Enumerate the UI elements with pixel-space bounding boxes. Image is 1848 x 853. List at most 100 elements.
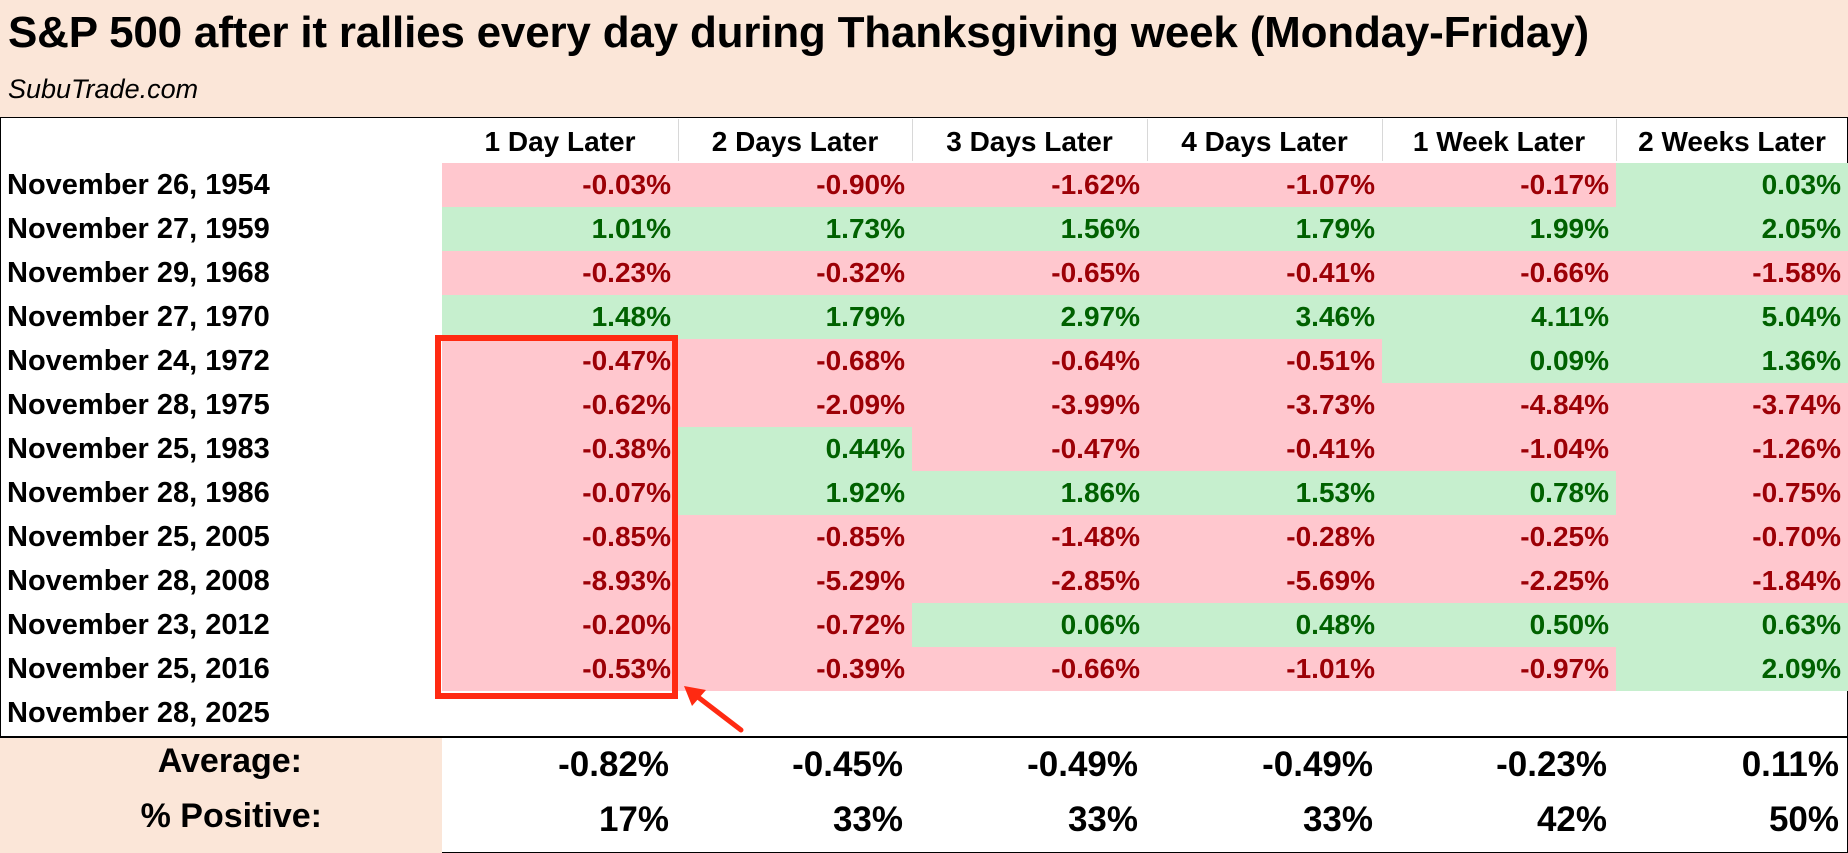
table-cell: -1.04% — [1382, 427, 1616, 471]
table-cell: -0.62% — [442, 383, 678, 427]
summary-value: 33% — [1302, 800, 1373, 839]
row-label: November 28, 1975 — [7, 389, 270, 421]
table-cell: -0.85% — [678, 515, 912, 559]
table-cell: -1.01% — [1147, 647, 1382, 691]
table-cell: -2.09% — [678, 383, 912, 427]
column-header-1-day-later: 1 Day Later — [484, 126, 636, 157]
table-cell: 1.01% — [442, 207, 678, 251]
summary-value: -0.82% — [558, 745, 669, 784]
table-cell: -0.32% — [678, 251, 912, 295]
row-label: November 27, 1959 — [7, 213, 270, 245]
row-label: November 23, 2012 — [7, 609, 270, 641]
table-cell: 2.97% — [912, 295, 1147, 339]
table-cell: 0.63% — [1616, 603, 1848, 647]
summary-value: 42% — [1536, 800, 1607, 839]
table-cell: 0.50% — [1382, 603, 1616, 647]
summary-label-positive: % Positive: — [140, 797, 322, 835]
table-cell: -3.99% — [912, 383, 1147, 427]
table-cell: -0.47% — [912, 427, 1147, 471]
summary-value: -0.45% — [792, 745, 903, 784]
table-cell: -0.75% — [1616, 471, 1848, 515]
row-label: November 25, 1983 — [7, 433, 270, 465]
table-cell: -0.97% — [1382, 647, 1616, 691]
column-separator — [1382, 119, 1383, 161]
summary-divider — [0, 736, 1848, 738]
summary-value: -0.23% — [1496, 745, 1607, 784]
table-cell: 2.09% — [1616, 647, 1848, 691]
summary-value: 0.11% — [1741, 745, 1839, 784]
column-separator — [1616, 119, 1617, 161]
table-cell: -0.20% — [442, 603, 678, 647]
table-cell: -0.03% — [442, 163, 678, 207]
table-cell: 3.46% — [1147, 295, 1382, 339]
highlight-box — [435, 335, 678, 699]
table-cell: 0.06% — [912, 603, 1147, 647]
table-cell: 0.78% — [1382, 471, 1616, 515]
table-cell: 5.04% — [1616, 295, 1848, 339]
table-cell: -1.84% — [1616, 559, 1848, 603]
row-label: November 27, 1970 — [7, 301, 270, 333]
column-header-3-days-later: 3 Days Later — [946, 126, 1113, 157]
column-separator — [678, 119, 679, 161]
column-header-4-days-later: 4 Days Later — [1181, 126, 1348, 157]
row-label: November 28, 2025 — [7, 697, 270, 729]
summary-value: -0.49% — [1027, 745, 1138, 784]
page-title: S&P 500 after it rallies every day durin… — [8, 8, 1589, 57]
column-header-2-weeks-later: 2 Weeks Later — [1638, 126, 1826, 157]
table-cell: -0.90% — [678, 163, 912, 207]
table-cell: -0.41% — [1147, 427, 1382, 471]
column-separator — [1147, 119, 1148, 161]
table-cell: -0.39% — [678, 647, 912, 691]
row-label: November 25, 2016 — [7, 653, 270, 685]
source-credit: SubuTrade.com — [8, 74, 199, 104]
table-cell: -1.48% — [912, 515, 1147, 559]
table-cell: -5.69% — [1147, 559, 1382, 603]
table-cell: -0.66% — [912, 647, 1147, 691]
table-cell: 0.44% — [678, 427, 912, 471]
arrow-icon — [684, 686, 744, 733]
summary-label-average: Average: — [157, 742, 302, 780]
table-cell: -0.23% — [442, 251, 678, 295]
table-cell: -1.58% — [1616, 251, 1848, 295]
row-label: November 24, 1972 — [7, 345, 270, 377]
column-header-2-days-later: 2 Days Later — [711, 126, 879, 157]
row-label: November 25, 2005 — [7, 521, 270, 553]
row-label: November 26, 1954 — [7, 169, 270, 201]
header: S&P 500 after it rallies every day durin… — [0, 0, 1848, 118]
table-cell: -4.84% — [1382, 383, 1616, 427]
summary-value: 50% — [1768, 800, 1839, 839]
table-cell: 1.73% — [678, 207, 912, 251]
table-cell: 1.79% — [678, 295, 912, 339]
table-cell: -2.85% — [912, 559, 1147, 603]
table-cell: -0.38% — [442, 427, 678, 471]
table-cell: 1.86% — [912, 471, 1147, 515]
table-cell: -8.93% — [442, 559, 678, 603]
table-cell: -0.07% — [442, 471, 678, 515]
table-cell: -1.26% — [1616, 427, 1848, 471]
row-label: November 28, 1986 — [7, 477, 270, 509]
table-cell: 1.53% — [1147, 471, 1382, 515]
table-cell: -0.51% — [1147, 339, 1382, 383]
table-cell: -0.70% — [1616, 515, 1848, 559]
summary-label-background — [0, 738, 442, 853]
table-cell: -0.72% — [678, 603, 912, 647]
table-cell: 1.92% — [678, 471, 912, 515]
table-cell: 1.56% — [912, 207, 1147, 251]
table-cell: 0.09% — [1382, 339, 1616, 383]
summary-value: 17% — [598, 800, 669, 839]
row-label: November 28, 2008 — [7, 565, 270, 597]
table-cell: -3.73% — [1147, 383, 1382, 427]
table-cell: 4.11% — [1382, 295, 1616, 339]
summary-value: 33% — [832, 800, 903, 839]
table-cell: -0.53% — [442, 647, 678, 691]
table-cell: -3.74% — [1616, 383, 1848, 427]
table-cell: -0.41% — [1147, 251, 1382, 295]
table-cell: -0.64% — [912, 339, 1147, 383]
table-cell: 1.99% — [1382, 207, 1616, 251]
table-cell: -0.47% — [442, 339, 678, 383]
column-header-1-week-later: 1 Week Later — [1412, 126, 1586, 157]
table-cell: -0.25% — [1382, 515, 1616, 559]
summary-value: 33% — [1067, 800, 1138, 839]
table-cell: -5.29% — [678, 559, 912, 603]
table-cell: 2.05% — [1616, 207, 1848, 251]
